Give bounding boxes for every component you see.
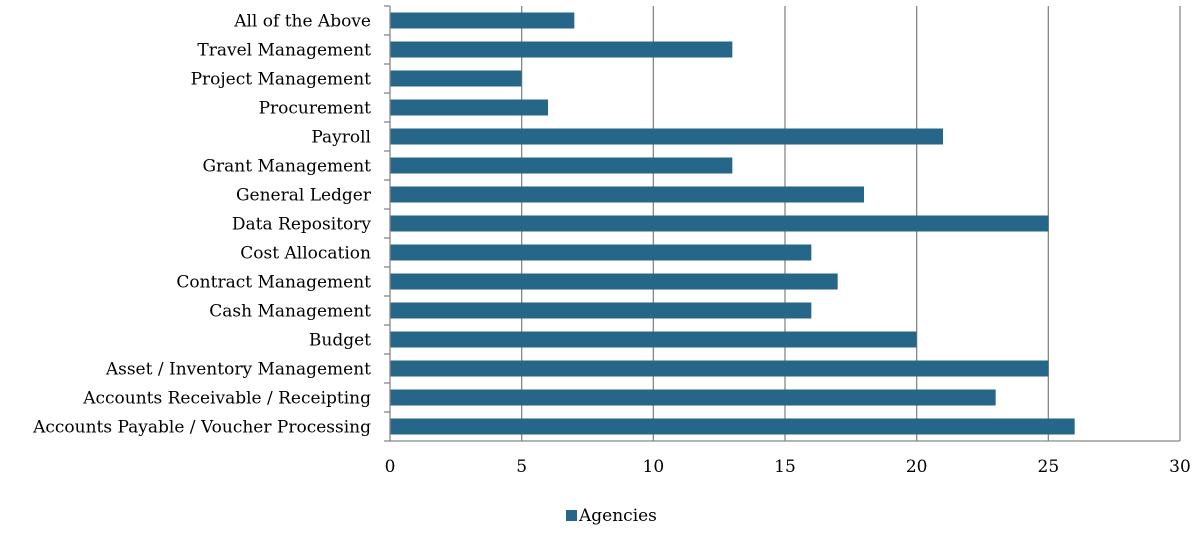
bar: [390, 41, 733, 58]
category-label: Travel Management: [197, 41, 371, 61]
category-label: Cost Allocation: [240, 244, 371, 264]
bar: [390, 128, 943, 145]
bar: [390, 360, 1049, 377]
category-label: Contract Management: [176, 273, 371, 293]
category-labels: All of the Above Travel Management Project…: [32, 12, 372, 438]
bar: [390, 273, 838, 290]
category-label: Grant Management: [202, 157, 371, 177]
bar: [390, 215, 1049, 232]
x-tick-labels: 0 5 10 15 20 25 30: [385, 457, 1191, 477]
category-label: General Ledger: [236, 186, 372, 206]
bar: [390, 302, 812, 319]
category-label: Project Management: [191, 70, 372, 90]
bar: [390, 157, 733, 174]
legend: Agencies: [566, 506, 657, 526]
x-tick-label: 0: [385, 457, 396, 477]
x-tick-label: 30: [1169, 457, 1191, 477]
x-tick-label: 25: [1038, 457, 1060, 477]
category-label: Cash Management: [209, 302, 371, 322]
x-tick-label: 15: [774, 457, 796, 477]
category-label: Accounts Receivable / Receipting: [82, 389, 371, 409]
bar: [390, 99, 548, 116]
category-label: Budget: [309, 331, 371, 351]
axes: [384, 5, 1180, 442]
category-label: All of the Above: [233, 12, 371, 32]
bar: [390, 389, 996, 406]
bar: [390, 418, 1075, 435]
category-label: Data Repository: [232, 215, 371, 235]
category-label: Asset / Inventory Management: [105, 360, 371, 380]
legend-label: Agencies: [578, 506, 657, 526]
x-tick-label: 10: [643, 457, 665, 477]
category-label: Procurement: [259, 99, 372, 119]
bar: [390, 244, 812, 261]
bar: [390, 331, 917, 348]
bars: [390, 12, 1075, 435]
category-label: Payroll: [311, 128, 371, 148]
x-tick-label: 5: [516, 457, 527, 477]
x-tick-label: 20: [906, 457, 928, 477]
bar: [390, 12, 575, 29]
legend-swatch: [566, 510, 577, 521]
bar: [390, 186, 864, 203]
bar: [390, 70, 522, 87]
category-label: Accounts Payable / Voucher Processing: [32, 418, 371, 438]
